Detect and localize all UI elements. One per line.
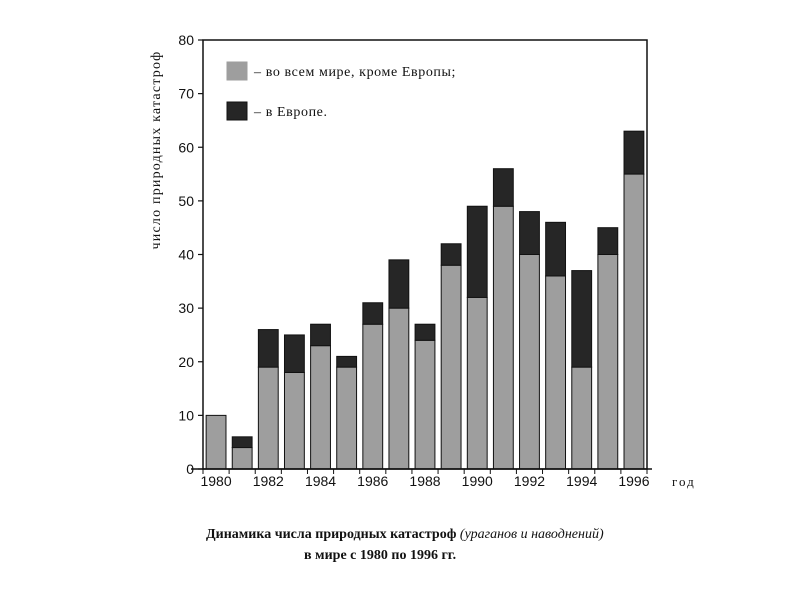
bar-1982-europe	[257, 329, 279, 368]
caption-title: Динамика числа природных катастроф	[206, 527, 457, 542]
x-tick-label-1986: 1986	[357, 473, 388, 489]
bar-1995-world	[597, 254, 619, 470]
bar-1990-world	[466, 296, 488, 470]
x-tick-label-1994: 1994	[566, 473, 597, 489]
x-axis-label: год	[672, 474, 696, 489]
bar-1994-europe	[571, 270, 593, 368]
x-tick-label-1980: 1980	[200, 473, 231, 489]
y-tick-label-60: 60	[178, 139, 194, 155]
bar-1987-world	[388, 307, 410, 470]
legend: – во всем мире, кроме Европы; – в Европе.	[226, 61, 456, 121]
bar-1985-world	[336, 366, 358, 470]
legend-label-world: – во всем мире, кроме Европы;	[253, 65, 456, 80]
y-tick-label-40: 40	[178, 247, 194, 263]
caption-line-1: Динамика числа природных катастроф (ураг…	[206, 527, 604, 543]
legend-swatch-world	[226, 61, 248, 81]
bar-1983-world	[283, 371, 305, 470]
y-tick-label-50: 50	[178, 193, 194, 209]
y-tick-label-20: 20	[178, 354, 194, 370]
bar-1994-world	[571, 366, 593, 470]
x-tick-label-1996: 1996	[618, 473, 649, 489]
bar-1992-world	[519, 254, 540, 470]
bar-1981-world	[231, 447, 253, 470]
x-tick-label-1984: 1984	[305, 473, 336, 489]
y-tick-label-80: 80	[178, 32, 194, 48]
bar-1988-europe	[414, 323, 436, 341]
bar-1991-europe	[492, 168, 514, 207]
x-tick-label-1988: 1988	[409, 473, 440, 489]
y-axis: 0 10 20 30 40 50 60 70 80	[178, 32, 203, 477]
y-axis-label: число природных катастроф	[149, 51, 164, 250]
bar-1986-europe	[362, 302, 384, 325]
bar-1989-world	[440, 264, 462, 470]
bar-1989-europe	[440, 243, 462, 266]
bar-1984-europe	[310, 323, 331, 347]
legend-label-europe: – в Европе.	[253, 105, 328, 120]
bar-1985-europe	[336, 355, 358, 368]
caption-subtitle: (ураганов и наводнений)	[459, 527, 604, 542]
caption-line-2: в мире с 1980 по 1996 гг.	[304, 548, 456, 564]
bar-1981-europe	[231, 436, 253, 449]
bar-1996-europe	[623, 130, 645, 175]
bar-1990-europe	[466, 205, 488, 298]
y-tick-label-70: 70	[178, 86, 194, 102]
legend-swatch-europe	[226, 101, 248, 121]
bar-1986-world	[362, 323, 384, 470]
caption-period: в мире с 1980 по 1996 гг.	[304, 548, 457, 563]
y-tick-label-10: 10	[178, 407, 194, 423]
bar-1995-europe	[597, 227, 619, 255]
bar-1980-world	[205, 414, 227, 470]
x-axis: 1980 1982 1984 1986 1988 1990 1992 1994 1996	[191, 468, 652, 489]
bar-1991-world	[492, 205, 514, 470]
bar-1984-world	[310, 345, 331, 470]
bar-1988-world	[414, 339, 436, 470]
bar-1993-world	[545, 275, 567, 470]
bar-1996-world	[623, 173, 645, 470]
bar-1993-europe	[545, 221, 567, 277]
x-tick-label-1982: 1982	[253, 473, 284, 489]
bar-1992-europe	[519, 211, 540, 256]
x-tick-label-1990: 1990	[462, 473, 493, 489]
bar-1987-europe	[388, 259, 410, 309]
y-tick-label-30: 30	[178, 300, 194, 316]
bars-layer	[205, 130, 645, 470]
bar-1983-europe	[283, 334, 305, 373]
y-tick-label-0: 0	[186, 461, 194, 477]
x-tick-label-1992: 1992	[514, 473, 545, 489]
bar-1982-world	[257, 366, 279, 470]
